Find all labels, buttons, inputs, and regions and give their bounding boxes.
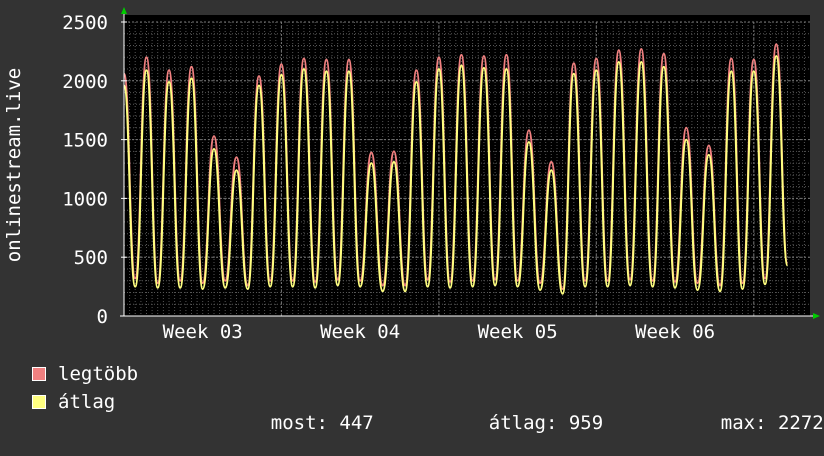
y-axis-arrow-icon bbox=[121, 7, 127, 14]
legend-item-avg: átlag bbox=[32, 390, 115, 414]
y-tick-label: 2000 bbox=[62, 71, 108, 93]
stat-avg: átlag: 959 bbox=[443, 390, 603, 456]
y-tick-label: 1000 bbox=[62, 188, 108, 210]
x-tick-label: Week 04 bbox=[320, 321, 400, 343]
y-tick-label: 2500 bbox=[62, 12, 108, 34]
x-tick-label: Week 06 bbox=[635, 321, 715, 343]
legend-swatch-avg bbox=[32, 395, 46, 409]
y-tick-label: 1500 bbox=[62, 130, 108, 152]
stat-avg-label: átlag: bbox=[488, 412, 558, 434]
stat-now: most: 447 bbox=[225, 390, 374, 456]
series-line-avg bbox=[123, 55, 789, 295]
chart-svg: 0 500 1000 1500 2000 2500 Week 03 Week 04 Week 0… bbox=[3, 7, 820, 343]
stat-now-label: most: bbox=[270, 412, 328, 434]
legend-label-max: legtöbb bbox=[58, 363, 139, 385]
stat-avg-value: 959 bbox=[568, 412, 604, 434]
stat-max: max: 2272 bbox=[675, 390, 824, 456]
x-axis-arrow-icon bbox=[813, 313, 820, 319]
y-tick-label: 0 bbox=[97, 306, 108, 328]
x-tick-label: Week 03 bbox=[163, 321, 243, 343]
legend-swatch-max bbox=[32, 367, 46, 381]
y-tick-label: 500 bbox=[74, 247, 108, 269]
legend-label-avg: átlag bbox=[58, 391, 116, 413]
y-axis-label: onlinestream.live bbox=[3, 68, 25, 262]
stat-max-value: 2272 bbox=[777, 412, 824, 434]
chart-panel: 0 500 1000 1500 2000 2500 Week 03 Week 04 Week 0… bbox=[3, 7, 824, 434]
legend-item-max: legtöbb bbox=[32, 362, 138, 386]
stat-max-label: max: bbox=[720, 412, 767, 434]
stat-now-value: 447 bbox=[339, 412, 374, 434]
x-tick-label: Week 05 bbox=[478, 321, 558, 343]
